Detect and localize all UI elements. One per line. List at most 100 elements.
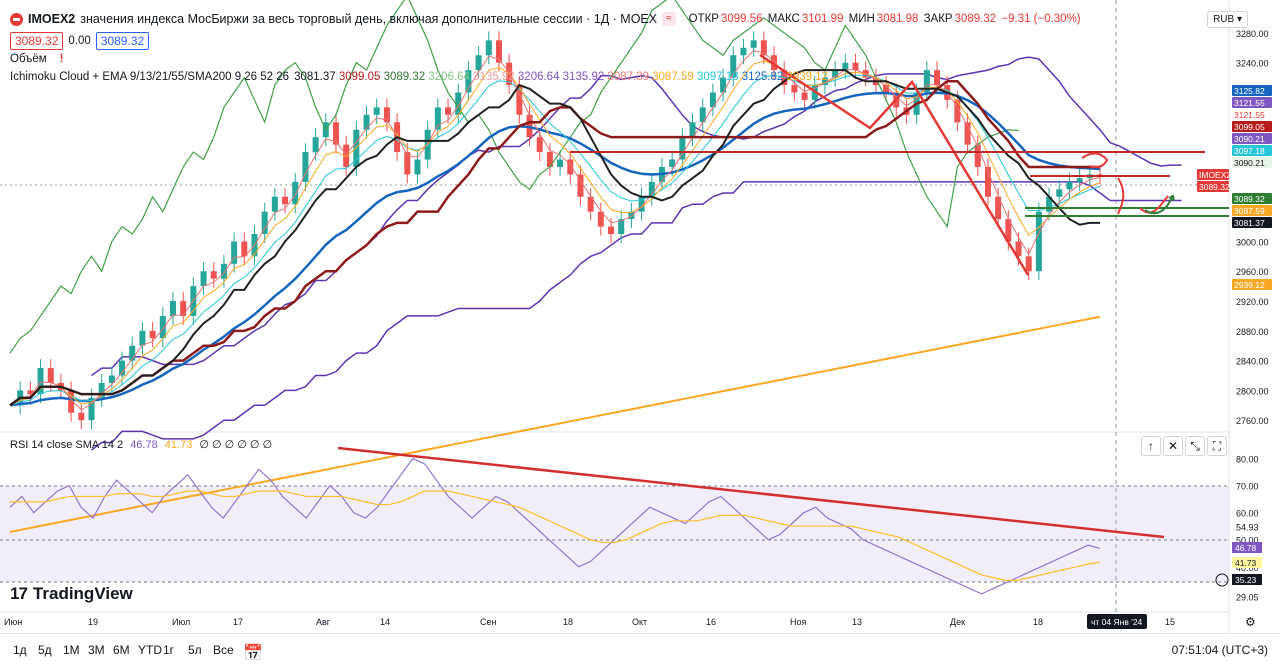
candle-body	[200, 271, 207, 287]
indicator-name: Ichimoku Cloud + EMA 9/13/21/55/SMA200 9…	[10, 71, 290, 83]
rsi-axis[interactable]: 80.0070.0060.0054.9350.0040.0029.0546.78…	[1215, 455, 1262, 603]
price-tick-label: 2880.00	[1236, 327, 1269, 337]
bid-box[interactable]: 3089.32	[10, 32, 64, 50]
price-tag-text: 3089.32	[1199, 182, 1230, 192]
moex-logo-icon	[10, 12, 23, 26]
range-button-5д[interactable]: 5д	[38, 643, 52, 657]
bid-ask-row: 3089.32 0.00 3089.32	[10, 32, 1081, 50]
candle-body	[740, 47, 747, 56]
ema13-line	[9, 60, 1101, 406]
rsi-tag-bg	[1232, 574, 1262, 585]
candle-body	[801, 92, 808, 100]
price-tag-text: 3099.05	[1234, 122, 1265, 132]
market-status-icon[interactable]: ≈	[662, 12, 676, 26]
candle-body	[414, 159, 421, 175]
price-tag: 3125.82	[1232, 85, 1272, 96]
price-axis[interactable]: 3280.00 3240.00 3000.00 2960.00 2920.00 2880.…	[1197, 29, 1272, 426]
maximize-icon[interactable]: ⛶	[1207, 436, 1227, 456]
drawn-green-arrow	[1144, 194, 1175, 215]
range-button-1г[interactable]: 1г	[163, 643, 175, 657]
tradingview-logo[interactable]: 17 TradingView	[10, 584, 133, 604]
candle-body	[1005, 219, 1012, 242]
candle-body	[567, 159, 574, 175]
timezone-label[interactable]: 07:51:04 (UTC+3)	[1171, 643, 1268, 657]
range-button-1М[interactable]: 1М	[63, 643, 80, 657]
candle-body	[363, 114, 370, 130]
collapse-icon[interactable]: ⤡	[1185, 436, 1205, 456]
calendar-icon[interactable]: 📅	[243, 645, 263, 662]
price-tag-bg	[1197, 169, 1229, 180]
tradingview-logo-icon: 17	[10, 584, 28, 603]
rsi-empty-values: ∅ ∅ ∅ ∅ ∅ ∅	[199, 439, 273, 451]
settings-gear-icon[interactable]: ⚙	[1245, 615, 1256, 629]
range-button-3М[interactable]: 3М	[88, 643, 105, 657]
price-tag-text: IMOEX2	[1199, 170, 1231, 180]
rsi-legend[interactable]: RSI 14 close SMA 14 2 46.78 41.73 ∅ ∅ ∅ …	[10, 438, 272, 451]
candle-body	[608, 226, 615, 234]
indicator-row[interactable]: Ichimoku Cloud + EMA 9/13/21/55/SMA200 9…	[10, 68, 1081, 86]
candle-body	[883, 85, 890, 93]
volume-row[interactable]: Объём !	[10, 50, 1081, 68]
range-button-1д[interactable]: 1д	[13, 643, 27, 657]
indicator-value: 3135.92	[469, 71, 515, 83]
candle-body	[302, 152, 309, 182]
candle-body	[832, 70, 839, 78]
time-tick-label: 13	[852, 617, 862, 627]
low-value: 3081.98	[876, 13, 919, 25]
close-icon[interactable]: ✕	[1163, 436, 1183, 456]
price-tick-label: 2840.00	[1236, 357, 1269, 367]
indicator-values: 3081.37 3099.05 3089.32 3206.64 3135.92 …	[294, 71, 828, 83]
rsi-lines	[9, 457, 1101, 595]
candle-body	[954, 99, 961, 123]
candle-body	[332, 122, 339, 145]
price-tag-bg	[1232, 193, 1272, 204]
rsi-tick-label: 60.00	[1236, 509, 1259, 519]
price-tag-bg	[1232, 85, 1272, 96]
candle-body	[180, 301, 187, 316]
close-label: ЗАКР	[923, 13, 953, 25]
time-axis[interactable]: Июн 19 Июл 17 Авг 14 Сен 18 Окт 16 Ноя 13 Дек 18 15 чт …	[4, 614, 1256, 629]
candle-body	[383, 107, 390, 123]
add-alert-icon[interactable]	[1215, 573, 1229, 587]
volume-warning-icon[interactable]: !	[59, 53, 64, 65]
range-button-5л[interactable]: 5л	[188, 643, 202, 657]
candle-body	[129, 345, 136, 361]
candle-body	[455, 92, 462, 115]
symbol-description: значения индекса МосБиржи за весь торгов…	[80, 12, 658, 26]
price-tag: 3121.55	[1232, 97, 1272, 108]
candle-body	[821, 77, 828, 86]
candle-body	[984, 166, 991, 197]
candle-body	[1097, 174, 1103, 176]
ichimoku-cloud	[91, 56, 1182, 451]
candle-body	[689, 122, 696, 138]
candle-body	[628, 211, 635, 220]
indicator-value: 3206.64	[514, 71, 560, 83]
candle-body	[292, 181, 299, 205]
range-button-YTD[interactable]: YTD	[138, 643, 162, 657]
open-label: ОТКР	[688, 13, 719, 25]
rsi-sma-value: 41.73	[164, 439, 193, 451]
rsi-value: 46.78	[130, 439, 158, 451]
candle-body	[536, 137, 543, 153]
symbol-name[interactable]: IMOEX2	[28, 12, 76, 26]
close-value: 3089.32	[954, 13, 997, 25]
time-tick-label: 16	[706, 617, 716, 627]
candle-body	[852, 62, 859, 71]
range-button-6М[interactable]: 6М	[113, 643, 130, 657]
rsi-tag: 35.23	[1215, 573, 1262, 587]
range-button-Все[interactable]: Все	[213, 643, 234, 657]
candle-body	[597, 211, 604, 227]
candle-body	[271, 196, 278, 212]
candle-body	[720, 77, 727, 93]
move-up-icon[interactable]: ↑	[1141, 436, 1161, 456]
candle-body	[546, 152, 553, 167]
candle-body	[1056, 189, 1063, 197]
candle-body	[108, 375, 115, 383]
ask-box[interactable]: 3089.32	[95, 32, 150, 50]
rsi-tag-bg	[1232, 557, 1262, 568]
price-tag-bg	[1232, 133, 1272, 144]
price-tag-bg	[1232, 157, 1272, 168]
currency-select[interactable]: RUB ▾	[1207, 11, 1248, 28]
